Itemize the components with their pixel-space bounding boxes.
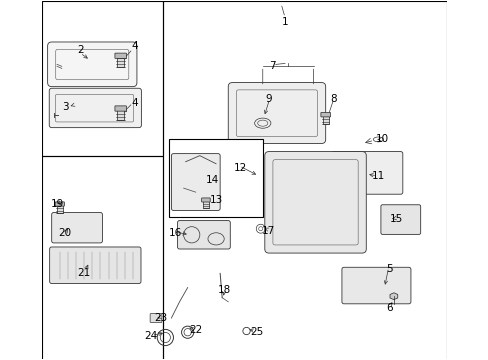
- Text: 22: 22: [189, 325, 202, 335]
- Text: 8: 8: [330, 94, 336, 104]
- Polygon shape: [389, 293, 397, 300]
- Text: 25: 25: [249, 327, 263, 337]
- Text: 7: 7: [269, 61, 276, 71]
- Text: 3: 3: [61, 102, 68, 112]
- Bar: [41, 1, 163, 156]
- Text: 14: 14: [205, 175, 218, 185]
- Text: 18: 18: [217, 285, 230, 294]
- Text: 20: 20: [59, 228, 72, 238]
- Text: 15: 15: [389, 213, 403, 224]
- Text: 2: 2: [77, 45, 83, 55]
- FancyBboxPatch shape: [115, 53, 126, 58]
- Bar: [117, 58, 124, 67]
- Text: 5: 5: [386, 264, 392, 274]
- FancyBboxPatch shape: [49, 88, 141, 128]
- Text: 13: 13: [209, 195, 222, 205]
- FancyBboxPatch shape: [380, 205, 420, 234]
- FancyBboxPatch shape: [115, 106, 126, 111]
- Text: 9: 9: [265, 94, 272, 104]
- Text: 4: 4: [131, 41, 138, 51]
- FancyBboxPatch shape: [47, 42, 137, 87]
- FancyBboxPatch shape: [341, 267, 410, 304]
- FancyBboxPatch shape: [50, 247, 141, 284]
- Bar: [322, 116, 328, 124]
- Bar: [169, 139, 262, 216]
- FancyBboxPatch shape: [201, 198, 210, 202]
- FancyBboxPatch shape: [55, 202, 64, 206]
- Bar: [117, 110, 124, 120]
- Text: 1: 1: [281, 17, 288, 27]
- Text: 24: 24: [144, 331, 158, 341]
- Text: 16: 16: [168, 228, 182, 238]
- Text: 12: 12: [233, 163, 246, 173]
- Text: 11: 11: [371, 171, 384, 181]
- Text: 23: 23: [154, 313, 167, 323]
- Text: 19: 19: [51, 199, 64, 210]
- FancyBboxPatch shape: [331, 152, 402, 194]
- Bar: [203, 201, 208, 208]
- FancyBboxPatch shape: [171, 154, 220, 211]
- Text: 4: 4: [131, 98, 138, 108]
- FancyBboxPatch shape: [52, 212, 102, 243]
- FancyBboxPatch shape: [228, 82, 325, 144]
- FancyBboxPatch shape: [177, 221, 230, 249]
- Text: 17: 17: [262, 226, 275, 236]
- FancyBboxPatch shape: [264, 152, 366, 253]
- Text: 21: 21: [78, 268, 91, 278]
- FancyBboxPatch shape: [150, 314, 162, 323]
- Bar: [57, 206, 62, 213]
- Text: 10: 10: [375, 134, 388, 144]
- Text: 6: 6: [386, 303, 392, 313]
- FancyBboxPatch shape: [320, 112, 330, 117]
- Bar: [163, 1, 447, 360]
- Bar: [41, 156, 163, 360]
